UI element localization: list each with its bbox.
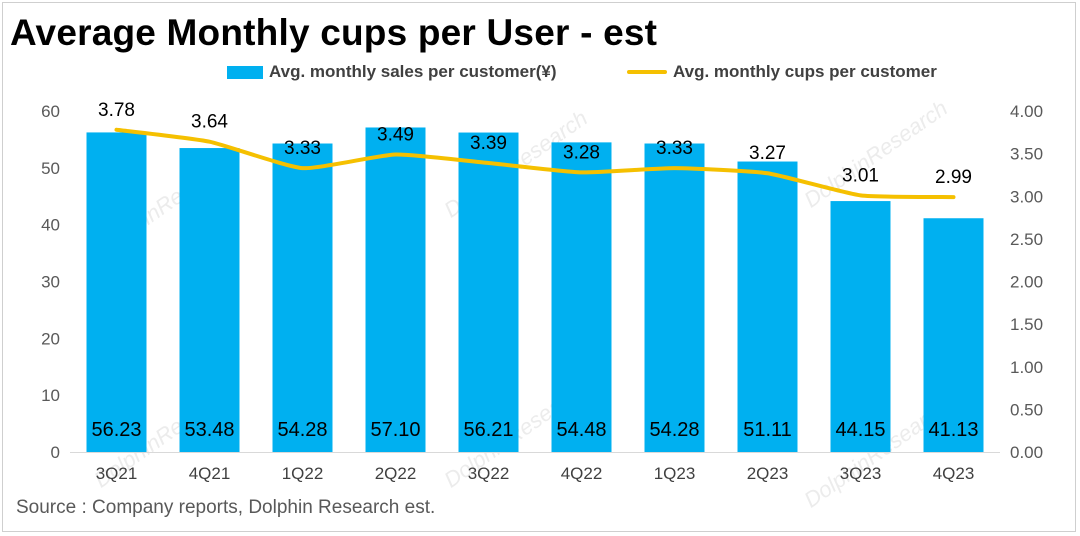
legend: Avg. monthly sales per customer(¥) Avg. … <box>0 62 1080 86</box>
bar <box>86 132 147 453</box>
left-axis-tick: 20 <box>41 329 60 348</box>
right-axis-tick: 0.50 <box>1010 400 1043 419</box>
bar <box>551 142 612 452</box>
bar-value-label: 56.21 <box>463 419 513 441</box>
legend-line-swatch <box>627 70 667 74</box>
line-value-label: 3.39 <box>470 133 507 154</box>
left-axis-tick: 60 <box>41 102 60 121</box>
legend-bar-label: Avg. monthly sales per customer(¥) <box>269 62 557 81</box>
bar <box>923 218 984 452</box>
category-label: 4Q23 <box>933 464 975 483</box>
bar <box>737 161 798 452</box>
right-axis-tick: 0.00 <box>1010 443 1043 462</box>
category-label: 3Q22 <box>468 464 510 483</box>
right-axis-tick: 3.00 <box>1010 187 1043 206</box>
legend-item-line: Avg. monthly cups per customer <box>627 62 937 82</box>
category-label: 4Q21 <box>189 464 231 483</box>
right-axis-tick: 4.00 <box>1010 102 1043 121</box>
left-axis-tick: 40 <box>41 216 60 235</box>
bar-value-label: 54.28 <box>277 419 327 441</box>
line-value-label: 3.64 <box>191 112 228 133</box>
bar <box>830 201 891 452</box>
legend-bar-swatch <box>227 65 263 79</box>
bar-value-label: 41.13 <box>928 419 978 441</box>
legend-item-bar: Avg. monthly sales per customer(¥) <box>227 62 557 82</box>
line-value-label: 3.78 <box>98 100 135 121</box>
line-value-label: 3.27 <box>749 143 786 164</box>
category-label: 3Q21 <box>96 464 138 483</box>
category-label: 1Q23 <box>654 464 696 483</box>
left-axis-tick: 10 <box>41 386 60 405</box>
line-value-label: 2.99 <box>935 167 972 188</box>
right-axis-tick: 2.50 <box>1010 230 1043 249</box>
legend-line-label: Avg. monthly cups per customer <box>673 62 937 81</box>
category-label: 4Q22 <box>561 464 603 483</box>
right-axis-tick: 1.50 <box>1010 315 1043 334</box>
line-value-label: 3.01 <box>842 165 879 186</box>
right-axis-tick: 2.00 <box>1010 273 1043 292</box>
bar <box>365 127 426 453</box>
source-note: Source : Company reports, Dolphin Resear… <box>16 497 436 518</box>
right-axis-tick: 1.00 <box>1010 358 1043 377</box>
left-axis-tick: 30 <box>41 273 60 292</box>
bar-value-label: 51.11 <box>743 419 792 441</box>
bar-value-label: 53.48 <box>184 419 234 441</box>
bar <box>644 143 705 452</box>
line-value-label: 3.33 <box>284 138 321 159</box>
bar-value-label: 44.15 <box>835 419 885 441</box>
bar <box>272 143 333 452</box>
bar-value-label: 54.48 <box>556 419 606 441</box>
bar <box>179 148 240 452</box>
line-value-label: 3.49 <box>377 124 414 145</box>
category-label: 2Q22 <box>375 464 417 483</box>
category-label: 3Q23 <box>840 464 882 483</box>
right-axis-tick: 3.50 <box>1010 145 1043 164</box>
chart-title: Average Monthly cups per User - est <box>10 12 658 53</box>
bar <box>458 132 519 452</box>
bar-value-label: 54.28 <box>649 419 699 441</box>
bar-value-label: 56.23 <box>91 419 141 441</box>
line-series <box>114 127 956 200</box>
left-axis-tick: 0 <box>51 443 60 462</box>
left-axis-tick: 50 <box>41 159 60 178</box>
category-label: 1Q22 <box>282 464 324 483</box>
bar-value-label: 57.10 <box>370 419 420 441</box>
line-value-label: 3.28 <box>563 142 600 163</box>
line-value-label: 3.33 <box>656 138 693 159</box>
category-label: 2Q23 <box>747 464 789 483</box>
